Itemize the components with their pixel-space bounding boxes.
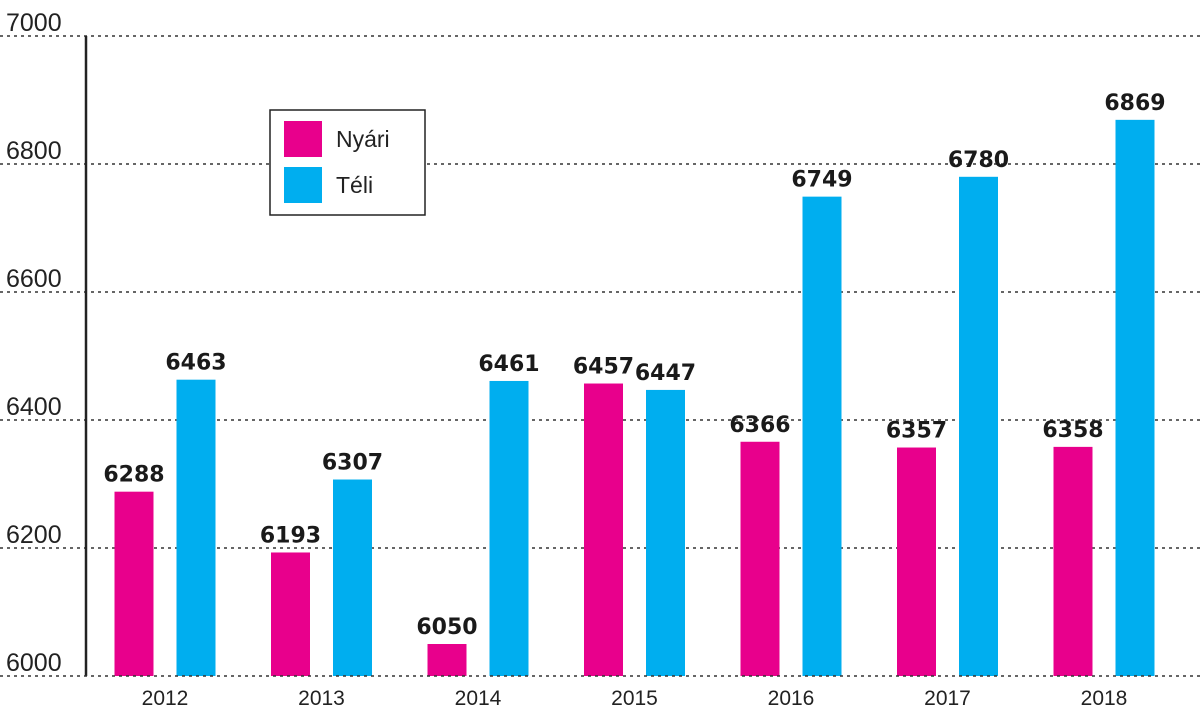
legend-swatch-nyari xyxy=(284,121,322,157)
y-tick-label-6800: 6800 xyxy=(6,137,62,165)
bar-2018-nyari xyxy=(1053,446,1093,676)
data-label-2012-nyari: 6288 xyxy=(103,463,164,488)
data-label-2014-teli: 6461 xyxy=(478,352,539,377)
bar-2017-teli xyxy=(959,176,998,677)
x-tick-label-2017: 2017 xyxy=(924,687,971,710)
x-tick-label-2016: 2016 xyxy=(768,687,815,710)
x-tick-label-2014: 2014 xyxy=(455,687,502,710)
data-label-2016-teli: 6749 xyxy=(791,168,852,193)
x-tick-label-2015: 2015 xyxy=(611,687,658,710)
bar-2018-teli xyxy=(1115,119,1155,677)
bar-2013-teli xyxy=(333,479,372,676)
data-label-2014-nyari: 6050 xyxy=(416,615,477,640)
data-label-2017-nyari: 6357 xyxy=(886,419,947,444)
bar-2014-teli xyxy=(489,380,529,676)
bar-2016-nyari xyxy=(740,441,780,676)
legend-label-nyari: Nyári xyxy=(336,126,390,152)
data-label-2018-teli: 6869 xyxy=(1104,91,1165,116)
y-axis-ticks: 6000 6200 6400 6600 6800 7000 xyxy=(6,9,62,677)
data-label-2015-nyari: 6457 xyxy=(573,355,634,380)
y-tick-label-6000: 6000 xyxy=(6,649,62,677)
data-label-2013-nyari: 6193 xyxy=(260,523,321,548)
bar-2015-nyari xyxy=(584,383,623,676)
data-labels: 6288 6463 6193 6307 6050 6461 6457 6447 6366 6749… xyxy=(103,91,1165,640)
bar-2013-nyari xyxy=(271,552,310,676)
bar-2014-nyari xyxy=(427,644,467,676)
y-tick-label-7000: 7000 xyxy=(6,9,62,37)
data-label-2015-teli: 6447 xyxy=(635,361,696,386)
legend: Nyári Téli xyxy=(269,109,426,216)
x-tick-label-2018: 2018 xyxy=(1081,687,1128,710)
data-label-2016-nyari: 6366 xyxy=(729,413,790,438)
bars xyxy=(114,119,1155,677)
data-label-2013-teli: 6307 xyxy=(322,451,383,476)
x-tick-label-2013: 2013 xyxy=(298,687,345,710)
data-label-2017-teli: 6780 xyxy=(948,148,1009,173)
data-label-2012-teli: 6463 xyxy=(165,351,226,376)
bar-2017-nyari xyxy=(897,447,936,676)
bar-2012-teli xyxy=(176,379,216,676)
y-tick-label-6600: 6600 xyxy=(6,265,62,293)
bar-2016-teli xyxy=(802,196,842,676)
legend-label-teli: Téli xyxy=(336,172,373,198)
legend-swatch-teli xyxy=(284,167,322,203)
y-tick-label-6400: 6400 xyxy=(6,393,62,421)
bar-2015-teli xyxy=(646,389,685,676)
bar-2012-nyari xyxy=(114,491,154,676)
x-tick-label-2012: 2012 xyxy=(142,687,189,710)
y-tick-label-6200: 6200 xyxy=(6,521,62,549)
data-label-2018-nyari: 6358 xyxy=(1042,418,1103,443)
x-axis-ticks: 2012 2013 2014 2015 2016 2017 2018 xyxy=(142,687,1128,710)
